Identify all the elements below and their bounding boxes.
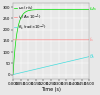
Text: $i_s$: $i_s$ (89, 35, 94, 44)
Text: $\theta_s$: $\theta_s$ (89, 52, 96, 61)
Legend: $\omega_s$ (r/s), $i_s$ (A×10$^{-1}$), $\theta_s$ (rad×10$^{-2}$): $\omega_s$ (r/s), $i_s$ (A×10$^{-1}$), $… (14, 4, 47, 32)
Text: $\omega_s$: $\omega_s$ (89, 6, 97, 13)
X-axis label: Time (s): Time (s) (41, 87, 61, 92)
